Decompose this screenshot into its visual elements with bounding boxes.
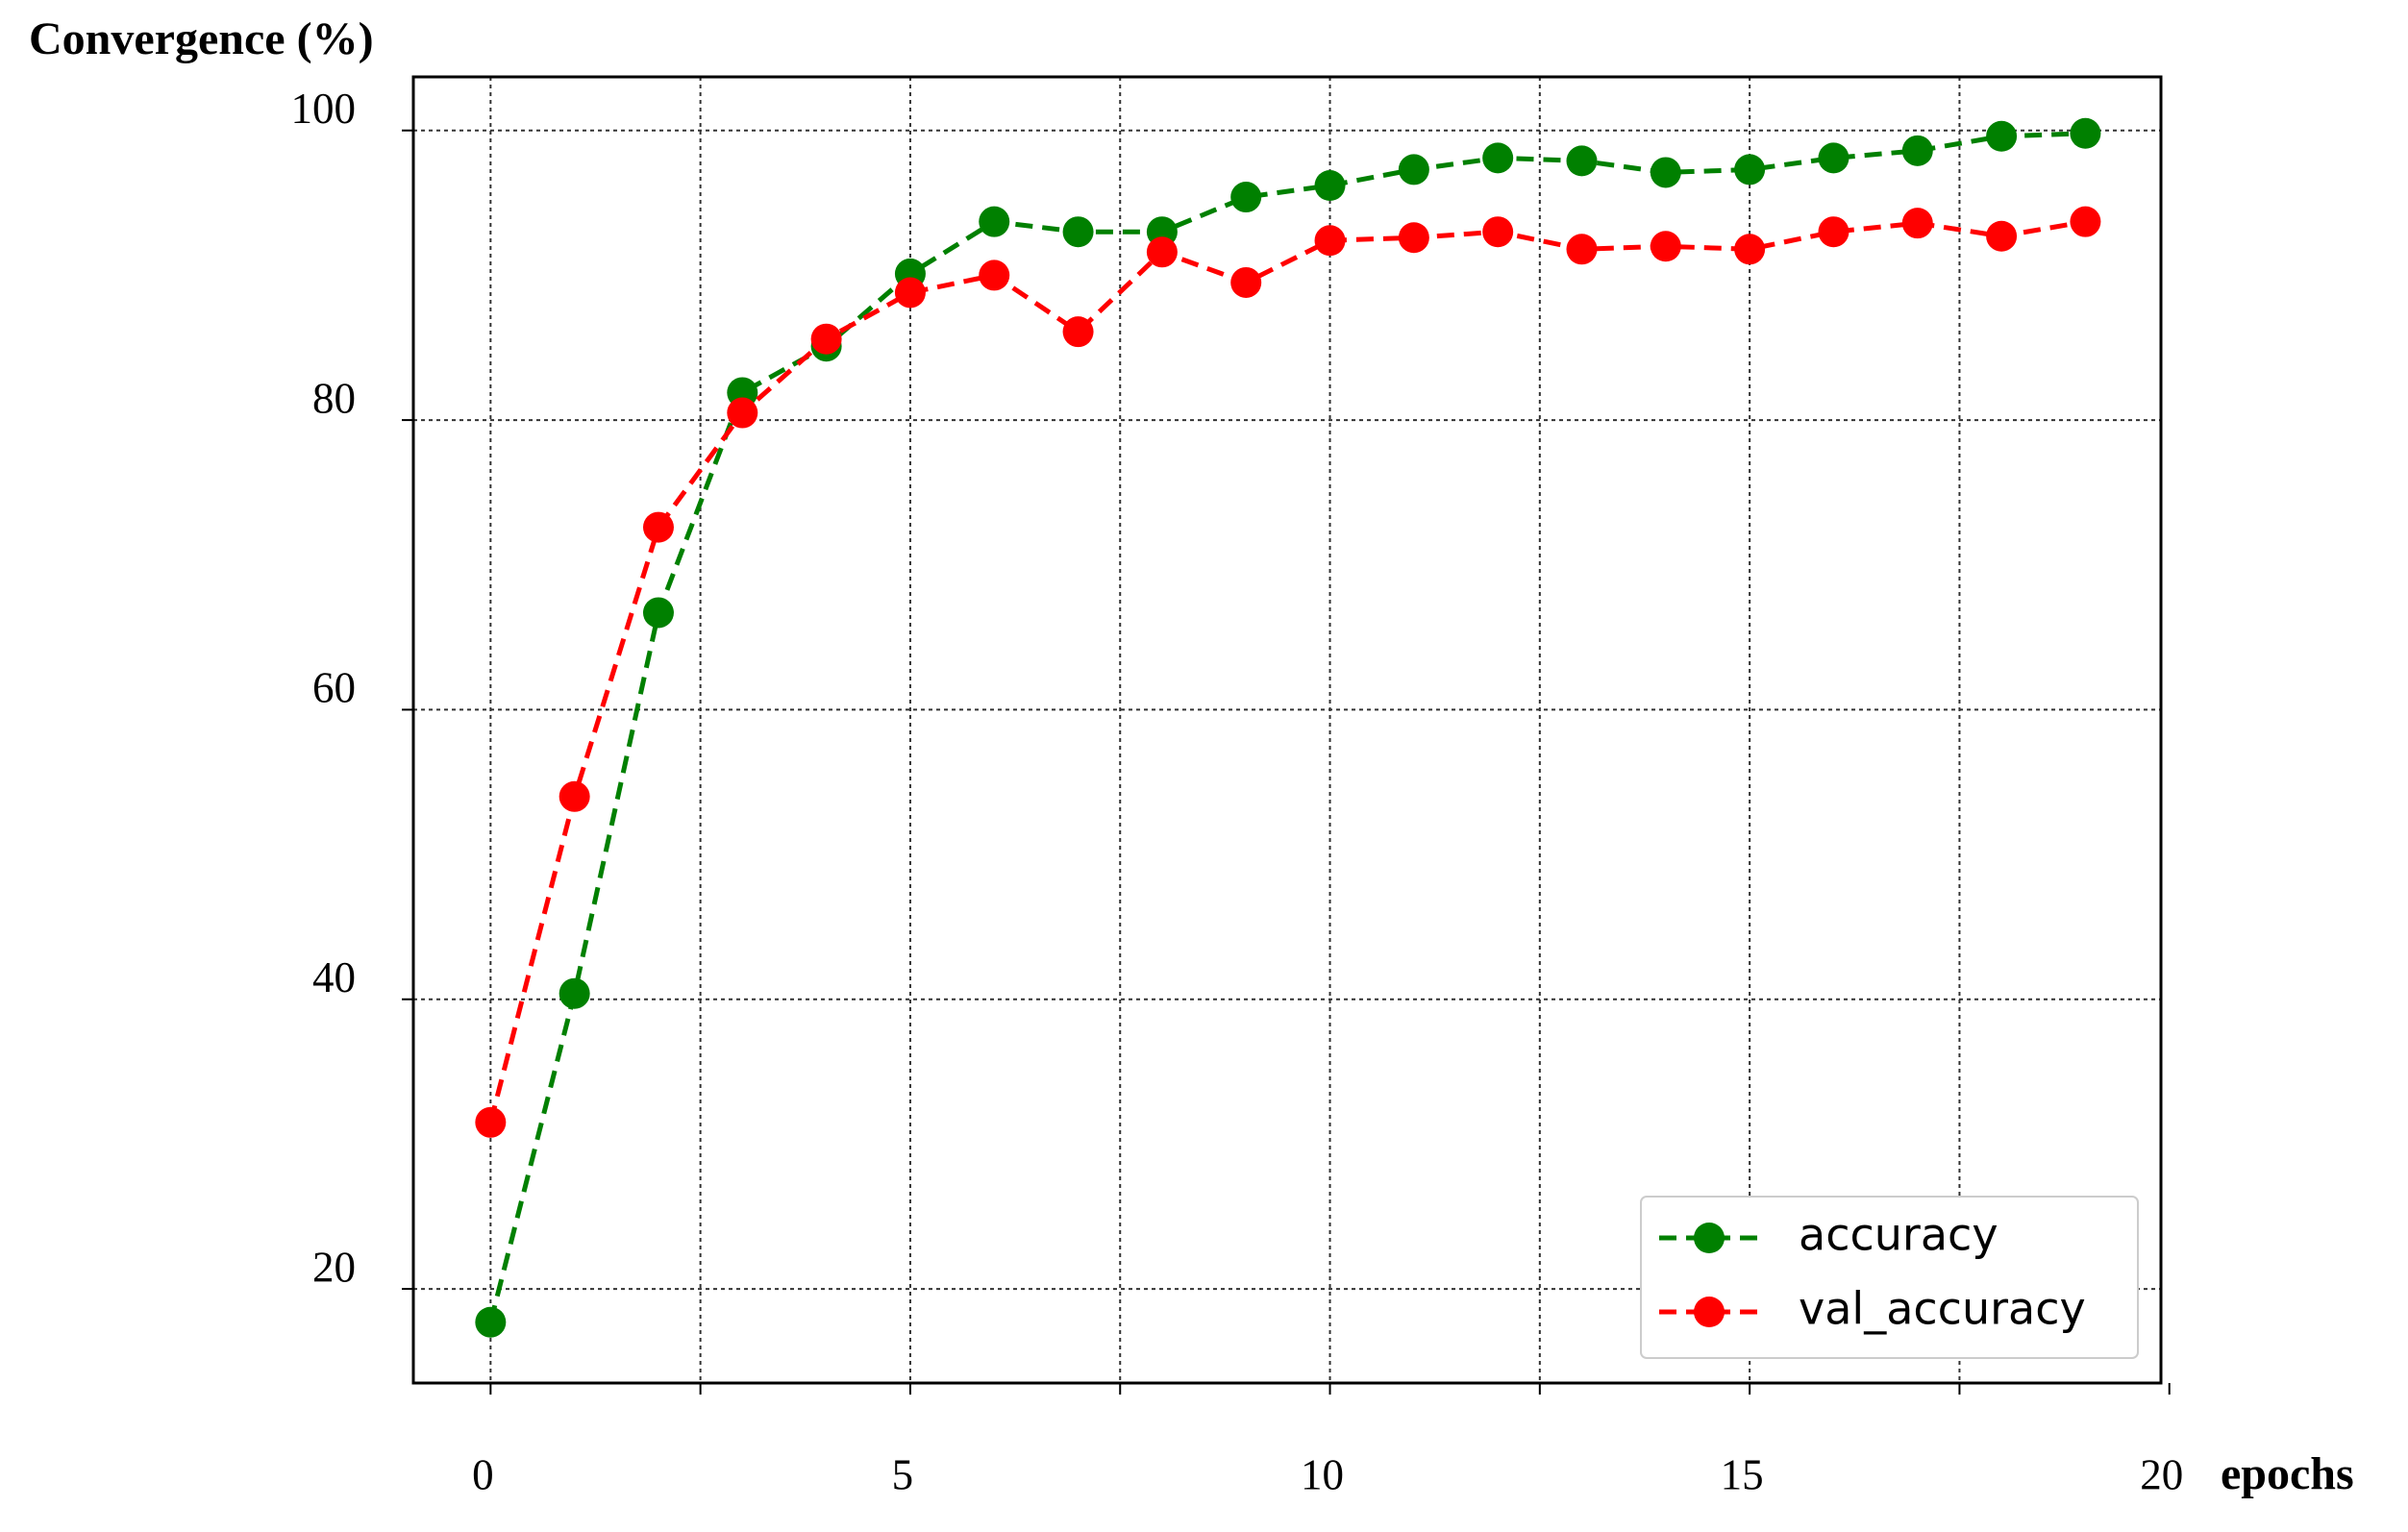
data-point <box>1818 216 1849 248</box>
legend-label: val_accuracy <box>1799 1283 2086 1335</box>
data-point <box>2070 117 2101 149</box>
x-tick-label: 15 <box>1721 1450 1764 1498</box>
legend-label: accuracy <box>1799 1209 1998 1261</box>
data-point <box>1482 216 1514 248</box>
data-point <box>1230 266 1262 298</box>
data-point <box>475 1306 507 1338</box>
y-tick-label: 20 <box>312 1243 356 1291</box>
data-point <box>1062 216 1094 248</box>
data-point <box>1650 231 1681 262</box>
y-tick-label: 80 <box>312 374 356 422</box>
data-point <box>1901 208 1933 239</box>
data-point <box>1818 142 1849 174</box>
data-point <box>1146 236 1178 268</box>
data-point <box>1901 135 1933 166</box>
data-point <box>979 259 1010 291</box>
data-point <box>1230 182 1262 213</box>
data-point <box>1734 154 1766 185</box>
x-tick-label: 0 <box>472 1450 494 1498</box>
y-tick-label: 60 <box>312 664 356 712</box>
series-line <box>487 131 2086 1323</box>
plot-frame <box>411 75 2163 1385</box>
data-point <box>1566 145 1598 177</box>
series-line <box>487 219 2086 1124</box>
x-axis-label: epochs <box>2221 1448 2354 1499</box>
data-point <box>1482 142 1514 174</box>
x-tick-label: 5 <box>892 1450 914 1498</box>
data-point <box>559 780 590 812</box>
y-tick-label: 100 <box>291 85 357 133</box>
y-axis-label: Convergence (%) <box>29 13 374 64</box>
data-point <box>1650 157 1681 188</box>
data-point <box>2070 206 2101 237</box>
data-point <box>727 397 758 429</box>
y-tick-label: 40 <box>312 953 356 1001</box>
legend-box <box>1640 1196 2139 1359</box>
data-point <box>979 206 1010 237</box>
data-point <box>1566 234 1598 265</box>
data-point <box>810 323 842 355</box>
data-point <box>1314 225 1346 257</box>
x-tick-label: 10 <box>1301 1450 1344 1498</box>
data-point <box>1986 220 2018 252</box>
legend-marker <box>1694 1297 1725 1327</box>
data-point <box>1062 316 1094 348</box>
data-point <box>559 977 590 1009</box>
data-point <box>1398 222 1429 254</box>
data-point <box>1734 234 1766 265</box>
legend-marker <box>1694 1223 1725 1253</box>
data-point <box>642 597 674 629</box>
x-tick-label: 20 <box>2140 1450 2183 1498</box>
data-point <box>642 511 674 543</box>
data-point <box>1986 120 2018 152</box>
data-point <box>1398 154 1429 185</box>
data-point <box>475 1106 507 1138</box>
data-point <box>894 277 926 309</box>
data-point <box>1314 169 1346 201</box>
